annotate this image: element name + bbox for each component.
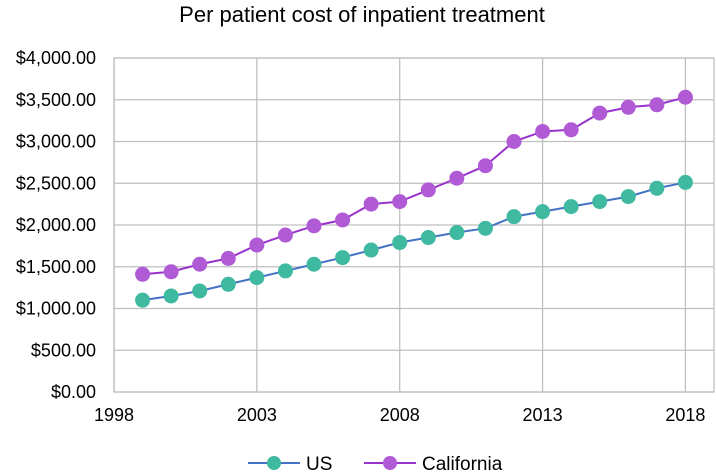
- y-tick-label: $2,000.00: [16, 215, 96, 235]
- legend-marker-us: [267, 456, 281, 470]
- data-point-california: [163, 264, 179, 280]
- x-tick-label: 1998: [94, 405, 134, 425]
- series-us: [135, 174, 693, 308]
- data-point-us: [220, 276, 236, 292]
- data-point-us: [677, 174, 693, 190]
- data-point-california: [677, 89, 693, 105]
- data-point-california: [335, 212, 351, 228]
- data-point-california: [249, 237, 265, 253]
- data-point-us: [535, 204, 551, 220]
- data-point-california: [220, 250, 236, 266]
- data-point-us: [420, 230, 436, 246]
- x-axis-tick-labels: 1998 2003 2008 2013 2018: [94, 405, 705, 425]
- legend[interactable]: US California: [248, 454, 503, 473]
- data-point-california: [449, 170, 465, 186]
- data-point-california: [192, 256, 208, 272]
- data-point-california: [620, 99, 636, 115]
- series-california: [135, 89, 693, 282]
- y-tick-label: $1,500.00: [16, 257, 96, 277]
- data-point-us: [563, 199, 579, 215]
- y-tick-label: $2,500.00: [16, 173, 96, 193]
- data-point-california: [592, 105, 608, 121]
- series-layer: [135, 89, 693, 308]
- legend-item-us[interactable]: US: [248, 454, 332, 473]
- y-tick-label: $4,000.00: [16, 48, 96, 68]
- data-point-california: [135, 266, 151, 282]
- x-tick-label: 2008: [380, 405, 420, 425]
- data-point-california: [649, 97, 665, 113]
- data-point-us: [506, 209, 522, 225]
- data-point-us: [620, 189, 636, 205]
- legend-label-us: US: [306, 454, 332, 473]
- data-point-california: [392, 194, 408, 210]
- data-point-california: [477, 158, 493, 174]
- data-point-california: [420, 182, 436, 198]
- data-point-california: [506, 134, 522, 149]
- data-point-us: [649, 180, 665, 196]
- x-tick-label: 2018: [665, 405, 705, 425]
- legend-label-california: California: [422, 454, 503, 473]
- data-point-us: [306, 256, 322, 272]
- y-tick-label: $1,000.00: [16, 299, 96, 319]
- data-point-us: [163, 288, 179, 304]
- grid: [113, 57, 715, 393]
- data-point-us: [477, 220, 493, 236]
- y-tick-label: $3,000.00: [16, 132, 96, 152]
- data-point-california: [306, 218, 322, 234]
- y-tick-label: $0.00: [51, 382, 96, 402]
- data-point-us: [363, 242, 379, 258]
- legend-marker-california: [383, 456, 397, 470]
- y-tick-label: $3,500.00: [16, 90, 96, 110]
- series-line-california: [142, 96, 686, 276]
- legend-item-california[interactable]: California: [364, 454, 503, 473]
- data-point-us: [335, 250, 351, 266]
- data-point-us: [592, 194, 608, 210]
- x-tick-label: 2003: [237, 405, 277, 425]
- chart-title: Per patient cost of inpatient treatment: [179, 2, 545, 27]
- y-axis-tick-labels: $0.00 $500.00 $1,000.00 $1,500.00 $2,000.00 $…: [16, 48, 96, 402]
- data-point-us: [192, 283, 208, 299]
- data-point-us: [277, 263, 293, 279]
- data-point-us: [449, 225, 465, 241]
- y-tick-label: $500.00: [31, 340, 96, 360]
- data-point-california: [277, 227, 293, 243]
- data-point-california: [535, 123, 551, 139]
- x-tick-label: 2013: [523, 405, 563, 425]
- data-point-us: [135, 292, 151, 308]
- data-point-us: [249, 270, 265, 286]
- data-point-california: [363, 196, 379, 212]
- data-point-us: [392, 235, 408, 251]
- data-point-california: [563, 122, 579, 138]
